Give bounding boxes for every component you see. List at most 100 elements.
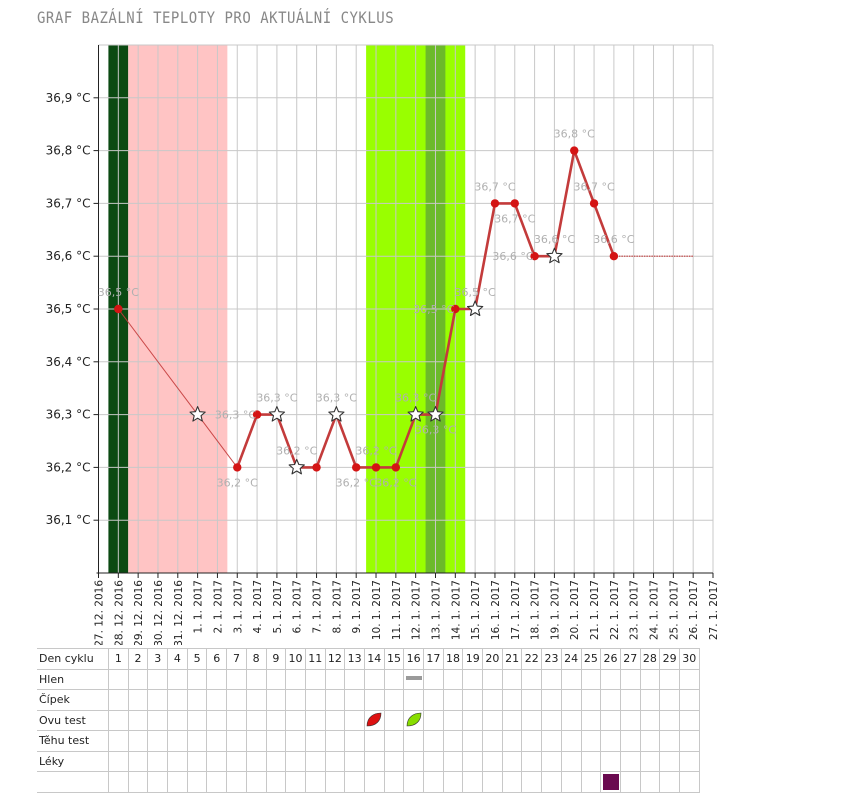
mark-cell[interactable] bbox=[245, 709, 267, 731]
mark-cell[interactable] bbox=[501, 730, 523, 752]
mark-cell[interactable] bbox=[147, 730, 169, 752]
mark-cell[interactable] bbox=[147, 750, 169, 772]
mark-cell[interactable] bbox=[167, 668, 188, 690]
mark-cell[interactable] bbox=[186, 730, 208, 752]
mark-cell[interactable] bbox=[147, 689, 169, 711]
mark-cell[interactable] bbox=[127, 750, 149, 772]
mark-cell[interactable] bbox=[383, 750, 405, 772]
mark-cell[interactable] bbox=[324, 750, 346, 772]
mark-cell[interactable] bbox=[678, 730, 700, 752]
mark-cell[interactable] bbox=[304, 750, 326, 772]
mark-cell[interactable] bbox=[482, 750, 503, 772]
mark-cell[interactable] bbox=[619, 709, 641, 731]
mark-cell[interactable] bbox=[186, 750, 208, 772]
mark-cell[interactable] bbox=[462, 668, 484, 690]
mark-cell[interactable] bbox=[127, 689, 149, 711]
mark-cell[interactable] bbox=[501, 750, 523, 772]
mark-cell[interactable] bbox=[403, 689, 424, 711]
mark-cell[interactable] bbox=[324, 668, 346, 690]
mark-cell[interactable] bbox=[639, 689, 661, 711]
mark-cell[interactable] bbox=[344, 689, 365, 711]
mark-cell[interactable] bbox=[501, 709, 523, 731]
mark-cell[interactable] bbox=[580, 730, 602, 752]
mark-cell[interactable] bbox=[619, 750, 641, 772]
mark-cell[interactable] bbox=[285, 668, 306, 690]
mark-cell[interactable] bbox=[226, 709, 247, 731]
mark-cell[interactable] bbox=[226, 750, 247, 772]
mark-cell[interactable] bbox=[285, 689, 306, 711]
mark-cell[interactable] bbox=[541, 730, 562, 752]
mark-cell[interactable] bbox=[167, 730, 188, 752]
mark-cell[interactable] bbox=[403, 730, 424, 752]
mark-cell[interactable] bbox=[206, 709, 228, 731]
mark-cell[interactable] bbox=[265, 689, 287, 711]
mark-cell[interactable] bbox=[245, 668, 267, 690]
mark-cell[interactable] bbox=[619, 668, 641, 690]
mark-cell[interactable] bbox=[245, 750, 267, 772]
mark-cell[interactable] bbox=[344, 750, 365, 772]
mark-cell[interactable] bbox=[363, 750, 385, 772]
mark-cell[interactable] bbox=[363, 730, 385, 752]
mark-cell[interactable] bbox=[423, 709, 444, 731]
mark-cell[interactable] bbox=[403, 709, 424, 731]
mark-cell[interactable] bbox=[108, 689, 129, 711]
mark-cell[interactable] bbox=[265, 668, 287, 690]
mark-cell[interactable] bbox=[167, 709, 188, 731]
mark-cell[interactable] bbox=[678, 709, 700, 731]
mark-cell[interactable] bbox=[600, 668, 621, 690]
mark-cell[interactable] bbox=[541, 689, 562, 711]
mark-cell[interactable] bbox=[108, 730, 129, 752]
mark-cell[interactable] bbox=[186, 709, 208, 731]
mark-cell[interactable] bbox=[639, 709, 661, 731]
mark-cell[interactable] bbox=[580, 750, 602, 772]
mark-cell[interactable] bbox=[344, 709, 365, 731]
mark-cell[interactable] bbox=[265, 730, 287, 752]
mark-cell[interactable] bbox=[580, 668, 602, 690]
mark-cell[interactable] bbox=[501, 689, 523, 711]
mark-cell[interactable] bbox=[344, 730, 365, 752]
mark-cell[interactable] bbox=[639, 730, 661, 752]
mark-cell[interactable] bbox=[462, 689, 484, 711]
mark-cell[interactable] bbox=[521, 668, 543, 690]
mark-cell[interactable] bbox=[482, 730, 503, 752]
mark-cell[interactable] bbox=[442, 689, 464, 711]
mark-cell[interactable] bbox=[363, 709, 385, 731]
mark-cell[interactable] bbox=[127, 709, 149, 731]
mark-cell[interactable] bbox=[560, 668, 582, 690]
mark-cell[interactable] bbox=[304, 689, 326, 711]
mark-cell[interactable] bbox=[678, 689, 700, 711]
mark-cell[interactable] bbox=[600, 689, 621, 711]
mark-cell[interactable] bbox=[600, 750, 621, 772]
mark-cell[interactable] bbox=[659, 750, 680, 772]
mark-cell[interactable] bbox=[403, 750, 424, 772]
mark-cell[interactable] bbox=[442, 668, 464, 690]
mark-cell[interactable] bbox=[383, 730, 405, 752]
mark-cell[interactable] bbox=[226, 668, 247, 690]
mark-cell[interactable] bbox=[580, 689, 602, 711]
mark-cell[interactable] bbox=[678, 750, 700, 772]
mark-cell[interactable] bbox=[442, 730, 464, 752]
mark-cell[interactable] bbox=[226, 689, 247, 711]
mark-cell[interactable] bbox=[541, 750, 562, 772]
mark-cell[interactable] bbox=[285, 750, 306, 772]
mark-cell[interactable] bbox=[363, 668, 385, 690]
mark-cell[interactable] bbox=[659, 709, 680, 731]
mark-cell[interactable] bbox=[442, 750, 464, 772]
mark-cell[interactable] bbox=[580, 709, 602, 731]
mark-cell[interactable] bbox=[541, 709, 562, 731]
mark-cell[interactable] bbox=[521, 730, 543, 752]
mark-cell[interactable] bbox=[600, 709, 621, 731]
mark-cell[interactable] bbox=[521, 709, 543, 731]
mark-cell[interactable] bbox=[108, 750, 129, 772]
mark-cell[interactable] bbox=[206, 689, 228, 711]
mark-cell[interactable] bbox=[186, 668, 208, 690]
mark-cell[interactable] bbox=[127, 668, 149, 690]
mark-cell[interactable] bbox=[245, 730, 267, 752]
mark-cell[interactable] bbox=[541, 668, 562, 690]
mark-cell[interactable] bbox=[167, 750, 188, 772]
mark-cell[interactable] bbox=[423, 730, 444, 752]
mark-cell[interactable] bbox=[324, 709, 346, 731]
mark-cell[interactable] bbox=[206, 668, 228, 690]
mark-cell[interactable] bbox=[659, 730, 680, 752]
mark-cell[interactable] bbox=[521, 689, 543, 711]
